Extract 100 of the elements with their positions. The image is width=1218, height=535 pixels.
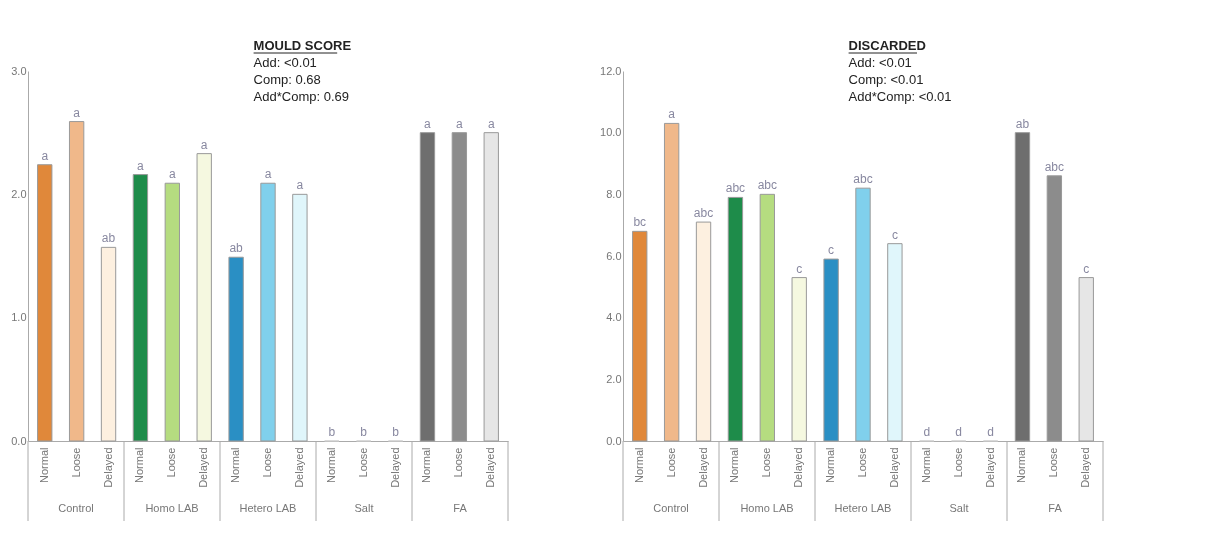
y-tick-label: 2.0 — [11, 187, 27, 200]
data-label: c — [828, 243, 835, 258]
y-tick-label: 2.0 — [606, 372, 622, 385]
bar — [100, 246, 117, 442]
y-tick-label: 0.0 — [606, 434, 622, 447]
x-tick-label: Normal — [420, 447, 433, 483]
x-tick-label: Delayed — [388, 447, 401, 488]
text: Hetero LAB — [834, 502, 892, 514]
annotation: Add*Comp: 0.69 — [253, 89, 350, 104]
bar — [1046, 175, 1063, 442]
x-tick-label: Normal — [37, 447, 50, 483]
data-label: a — [424, 116, 432, 131]
data-label: a — [73, 105, 81, 120]
x-tick-label: Normal — [324, 447, 337, 483]
text: Hetero LAB — [239, 502, 297, 514]
text: FA — [1048, 502, 1063, 514]
text: Add: <0.01 — [253, 55, 317, 70]
bar — [483, 132, 499, 442]
x-tick-label: Loose — [69, 447, 82, 478]
data-label: a — [264, 167, 272, 182]
text: Homo LAB — [740, 502, 794, 514]
data-label: a — [456, 116, 464, 131]
data-label: c — [891, 227, 898, 242]
bar — [759, 193, 775, 442]
x-tick-label: Loose — [760, 447, 773, 478]
bar — [663, 122, 680, 442]
x-tick-label: Normal — [632, 447, 645, 483]
data-label: d — [987, 425, 994, 439]
x-tick-label: Delayed — [887, 447, 900, 488]
data-label: b — [392, 425, 400, 439]
x-tick-label: Normal — [919, 447, 932, 483]
text: FA — [453, 502, 468, 514]
text: Salt — [354, 502, 374, 514]
bar — [855, 187, 871, 442]
chart-title: MOULD SCORE — [253, 38, 352, 53]
x-tick-label: Normal — [229, 447, 242, 483]
text: Salt — [949, 502, 969, 514]
data-label: abc — [725, 181, 746, 196]
bar — [37, 164, 53, 442]
x-tick-label: Loose — [951, 447, 964, 478]
data-label: a — [41, 148, 49, 163]
y-tick-label: 1.0 — [11, 311, 27, 324]
bar — [1014, 132, 1031, 442]
annotation: Comp: 0.68 — [253, 72, 321, 87]
data-label: d — [955, 425, 963, 439]
bar — [1078, 277, 1094, 442]
bar — [260, 182, 276, 442]
x-tick-label: Loose — [356, 447, 369, 478]
annotation: Comp: <0.01 — [848, 72, 924, 87]
bar — [695, 221, 712, 442]
x-tick-label: Delayed — [292, 447, 305, 488]
bar — [164, 182, 180, 442]
bar — [68, 121, 85, 442]
data-label: c — [1083, 261, 1090, 276]
bar — [887, 243, 903, 442]
bar — [419, 132, 436, 442]
x-tick-label: Delayed — [484, 447, 497, 488]
y-tick-label: 8.0 — [606, 187, 622, 200]
bar — [823, 258, 839, 442]
data-label: ab — [229, 241, 244, 256]
y-tick-label: 4.0 — [606, 311, 622, 324]
y-tick-label: 0.0 — [11, 434, 27, 447]
text: Add: <0.01 — [848, 55, 912, 70]
bar — [228, 256, 244, 442]
data-label: abc — [693, 206, 714, 221]
data-label: a — [137, 158, 145, 173]
x-tick-label: Loose — [856, 447, 868, 478]
data-label: ab — [1015, 116, 1030, 131]
x-tick-label: Normal — [728, 447, 741, 483]
x-tick-label: Normal — [824, 447, 837, 483]
text: Control — [58, 502, 94, 514]
bar — [632, 230, 648, 442]
data-label: d — [923, 425, 931, 439]
data-label: a — [487, 116, 495, 131]
data-label: abc — [853, 172, 873, 187]
text: Control — [653, 502, 689, 514]
x-tick-label: Normal — [1015, 447, 1028, 483]
x-tick-label: Loose — [165, 447, 178, 478]
data-label: a — [200, 137, 208, 152]
bar — [132, 174, 149, 442]
x-tick-label: Delayed — [1079, 447, 1092, 488]
x-tick-label: Loose — [261, 447, 273, 478]
data-label: abc — [757, 178, 777, 193]
bar — [451, 132, 468, 442]
data-label: abc — [1044, 159, 1065, 174]
data-label: a — [296, 178, 304, 193]
data-label: a — [168, 167, 176, 182]
x-tick-label: Delayed — [696, 447, 709, 488]
bar — [727, 196, 744, 442]
x-tick-label: Delayed — [792, 447, 805, 488]
data-label: b — [360, 425, 368, 439]
data-label: bc — [633, 215, 647, 230]
x-tick-label: Loose — [664, 447, 677, 478]
x-tick-label: Delayed — [101, 447, 114, 488]
x-tick-label: Delayed — [983, 447, 996, 488]
data-label: ab — [101, 231, 116, 246]
y-tick-label: 3.0 — [11, 64, 27, 77]
data-label: b — [328, 425, 336, 439]
x-tick-label: Loose — [1047, 447, 1060, 478]
y-tick-label: 12.0 — [600, 64, 622, 77]
